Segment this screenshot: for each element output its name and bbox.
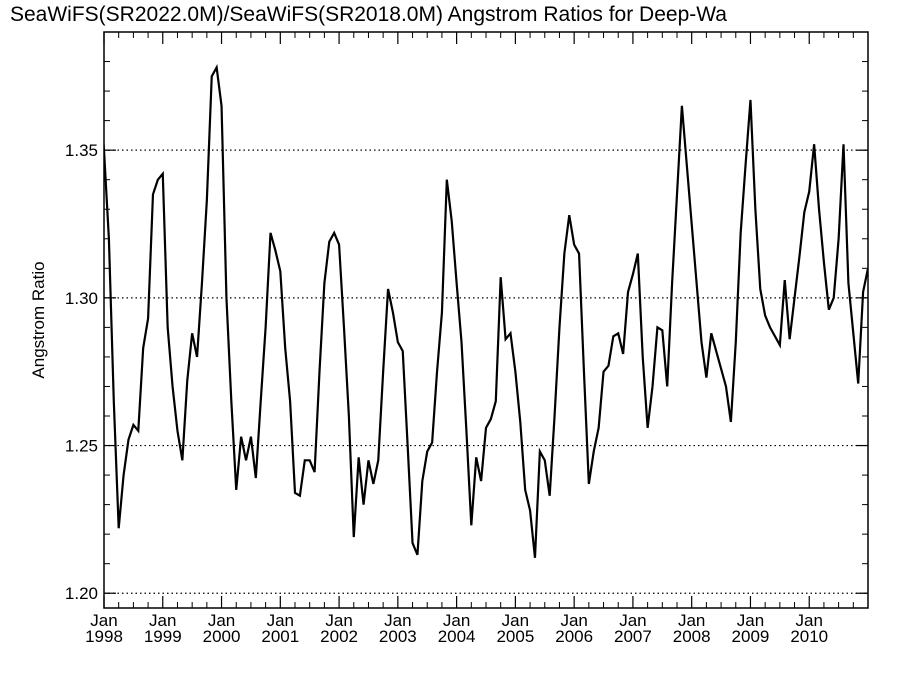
- x-tick-year-label: 2004: [438, 627, 476, 646]
- x-tick-year-label: 2010: [790, 627, 828, 646]
- x-tick-month-label: Jan: [678, 611, 705, 630]
- y-tick-label: 1.35: [65, 141, 98, 160]
- x-tick-month-label: Jan: [208, 611, 235, 630]
- chart-title: SeaWiFS(SR2022.0M)/SeaWiFS(SR2018.0M) An…: [10, 3, 727, 26]
- x-tick-month-label: Jan: [619, 611, 646, 630]
- x-tick-year-label: 2002: [320, 627, 358, 646]
- x-tick-year-label: 1998: [85, 627, 123, 646]
- y-tick-label: 1.25: [65, 437, 98, 456]
- x-tick-month-label: Jan: [502, 611, 529, 630]
- series-line: [104, 63, 868, 558]
- data-series: [104, 63, 868, 558]
- x-tick-month-label: Jan: [325, 611, 352, 630]
- y-tick-label: 1.20: [65, 584, 98, 603]
- x-tick-month-label: Jan: [90, 611, 117, 630]
- x-tick-year-label: 2001: [261, 627, 299, 646]
- plot-frame: [103, 31, 869, 609]
- x-tick-year-label: 2009: [732, 627, 770, 646]
- x-tick-year-label: 2008: [673, 627, 711, 646]
- x-tick-month-label: Jan: [384, 611, 411, 630]
- x-tick-year-label: 2003: [379, 627, 417, 646]
- y-axis-label: Angstrom Ratio: [29, 261, 48, 378]
- x-tick-year-label: 2007: [614, 627, 652, 646]
- x-tick-year-label: 2000: [203, 627, 241, 646]
- x-tick-year-label: 2006: [555, 627, 593, 646]
- x-tick-month-label: Jan: [737, 611, 764, 630]
- x-tick-year-label: 2005: [496, 627, 534, 646]
- x-tick-month-label: Jan: [267, 611, 294, 630]
- x-tick-month-label: Jan: [443, 611, 470, 630]
- x-tick-month-label: Jan: [796, 611, 823, 630]
- x-tick-month-label: Jan: [149, 611, 176, 630]
- y-tick-label: 1.30: [65, 289, 98, 308]
- x-tick-year-label: 1999: [144, 627, 182, 646]
- axis-ticks: [103, 31, 868, 608]
- tick-labels: 1.201.251.301.35Jan1998Jan1999Jan2000Jan…: [65, 141, 828, 646]
- gridlines: [104, 149, 868, 594]
- x-tick-month-label: Jan: [560, 611, 587, 630]
